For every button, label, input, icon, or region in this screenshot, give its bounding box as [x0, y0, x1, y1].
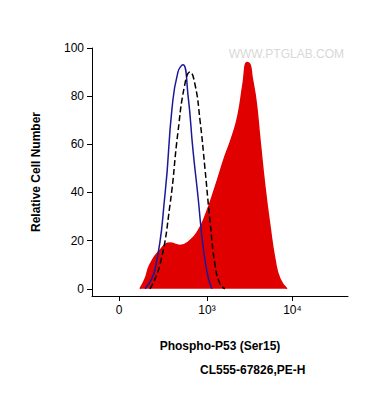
svg-text:10⁴: 10⁴	[283, 303, 302, 317]
svg-text:80: 80	[71, 89, 85, 103]
svg-text:WWW.PTGLAB.COM: WWW.PTGLAB.COM	[229, 47, 344, 61]
svg-text:0: 0	[77, 282, 84, 296]
svg-text:0: 0	[116, 303, 123, 317]
svg-text:100: 100	[64, 41, 84, 55]
svg-text:Relative Cell Number: Relative Cell Number	[29, 112, 43, 232]
svg-text:CL555-67826,PE-H: CL555-67826,PE-H	[200, 363, 305, 377]
svg-text:20: 20	[71, 234, 85, 248]
svg-text:60: 60	[71, 137, 85, 151]
svg-text:40: 40	[71, 185, 85, 199]
svg-text:10³: 10³	[198, 303, 215, 317]
svg-text:Phospho-P53 (Ser15): Phospho-P53 (Ser15)	[160, 339, 281, 353]
